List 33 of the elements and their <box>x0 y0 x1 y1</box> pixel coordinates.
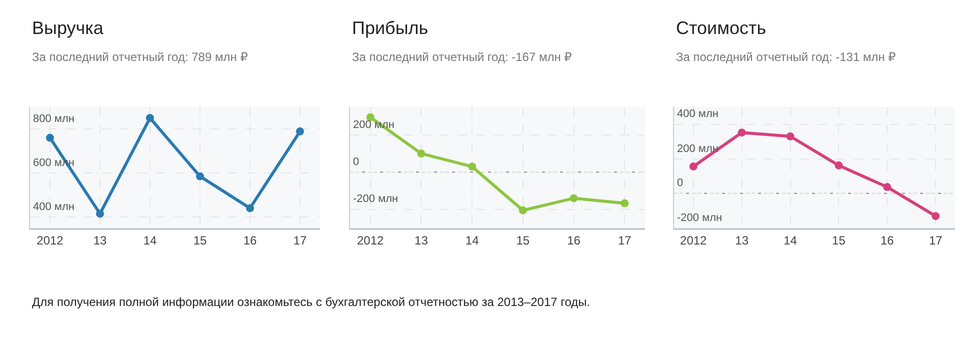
x-tick-label: 2012 <box>36 233 64 248</box>
chart-subtitle: За последний отчетный год: -167 млн ₽ <box>352 50 572 64</box>
x-tick-label: 16 <box>243 233 257 248</box>
y-tick-label: 0 <box>677 177 684 189</box>
y-tick-label: 400 млн <box>677 108 718 120</box>
y-tick-label: -200 млн <box>677 212 722 224</box>
x-tick-label: 15 <box>193 233 207 248</box>
y-tick-label: 800 млн <box>33 113 74 125</box>
x-tick-label: 14 <box>465 233 480 248</box>
x-tick-label: 15 <box>516 233 530 248</box>
chart-title: Прибыль <box>352 18 428 38</box>
x-tick-label: 14 <box>143 233 157 248</box>
chart-subtitle: За последний отчетный год: -131 млн ₽ <box>676 50 896 64</box>
x-tick-label: 13 <box>93 233 107 248</box>
x-tick-label: 2012 <box>680 233 708 248</box>
chart-title: Выручка <box>32 18 104 38</box>
y-tick-label: 0 <box>353 156 360 168</box>
x-tick-label: 16 <box>880 233 894 248</box>
x-tick-label: 16 <box>567 233 581 248</box>
y-tick-label: -200 млн <box>353 193 398 205</box>
x-tick-label: 13 <box>735 233 749 248</box>
x-tick-label: 13 <box>414 233 428 248</box>
x-tick-label: 17 <box>618 233 632 248</box>
x-tick-label: 15 <box>832 233 846 248</box>
y-tick-label: 400 млн <box>33 201 74 213</box>
x-tick-label: 2012 <box>356 233 384 248</box>
x-tick-label: 17 <box>928 233 943 248</box>
y-tick-label: 200 млн <box>677 143 718 155</box>
text: Для получения полной информации ознакомьтесь с бухгалтерской отчетностью за 2013–2017 годы. <box>32 295 590 309</box>
x-tick-label: 14 <box>784 233 798 248</box>
x-tick-label: 17 <box>293 233 307 248</box>
chart-title: Стоимость <box>676 18 766 38</box>
chart-subtitle: За последний отчетный год: 789 млн ₽ <box>32 50 248 64</box>
